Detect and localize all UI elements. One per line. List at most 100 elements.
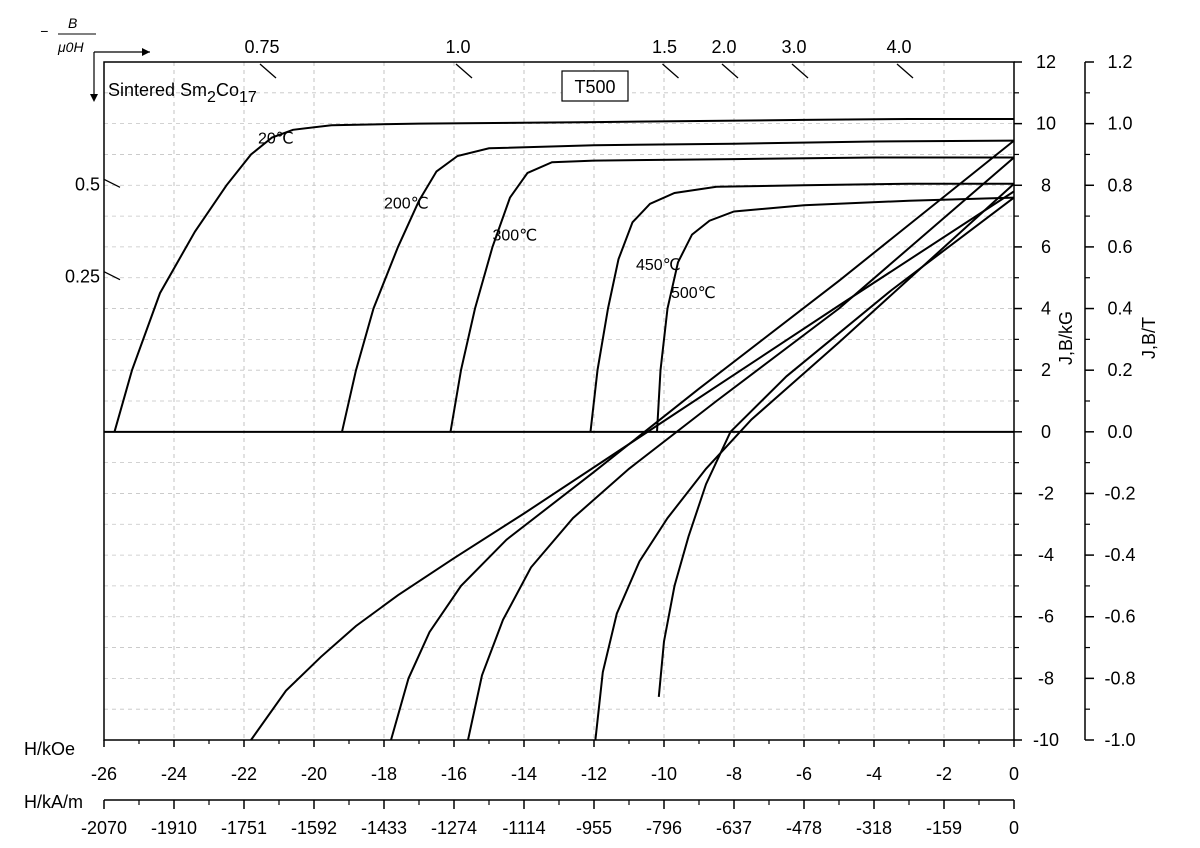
y-t-tick-label: -1.0 bbox=[1104, 730, 1135, 750]
y-kg-tick-label: -4 bbox=[1038, 545, 1054, 565]
permeance-tick-label: 1.0 bbox=[445, 37, 470, 57]
permeance-tick-label: 0.25 bbox=[65, 267, 100, 287]
curve-label: 200℃ bbox=[384, 195, 429, 212]
y-kg-tick-label: -6 bbox=[1038, 607, 1054, 627]
permeance-label-num: B bbox=[68, 15, 77, 31]
y-kg-tick-label: -10 bbox=[1033, 730, 1059, 750]
grid bbox=[104, 62, 1014, 740]
y-kg-axis-title: J,B/kG bbox=[1056, 311, 1076, 365]
x2-tick-label: 0 bbox=[1009, 818, 1019, 838]
x2-tick-label: -1751 bbox=[221, 818, 267, 838]
y-kg-tick-label: 6 bbox=[1041, 237, 1051, 257]
j-curve-4 bbox=[656, 196, 1015, 432]
x-tick-label: -8 bbox=[726, 764, 742, 784]
permeance-tick-label: 4.0 bbox=[886, 37, 911, 57]
y-t-axis-title: J,B/T bbox=[1139, 317, 1159, 359]
x2-tick-label: -1592 bbox=[291, 818, 337, 838]
x2-tick-label: -1274 bbox=[431, 818, 477, 838]
permeance-tick bbox=[791, 63, 809, 79]
y-t-tick-label: -0.4 bbox=[1104, 545, 1135, 565]
x-tick-label: -14 bbox=[511, 764, 537, 784]
permeance-tick-label: 3.0 bbox=[781, 37, 806, 57]
y-t-tick-label: 0.8 bbox=[1107, 175, 1132, 195]
x2-tick-label: -1114 bbox=[502, 818, 545, 838]
permeance-label-den: μ0H bbox=[57, 39, 84, 55]
x-tick-label: -22 bbox=[231, 764, 257, 784]
x-tick-label: -26 bbox=[91, 764, 117, 784]
x-tick-label: -10 bbox=[651, 764, 677, 784]
b-curve-4 bbox=[657, 196, 1015, 697]
permeance-tick bbox=[103, 178, 121, 188]
permeance-tick bbox=[721, 63, 739, 79]
x-tick-label: -4 bbox=[866, 764, 882, 784]
curve-label: 500℃ bbox=[671, 285, 716, 302]
curve-label: 20℃ bbox=[258, 131, 294, 148]
x-tick-label: -2 bbox=[936, 764, 952, 784]
y-kg-tick-label: 8 bbox=[1041, 175, 1051, 195]
permeance-tick bbox=[259, 63, 277, 79]
permeance-arrowhead-down bbox=[90, 94, 98, 102]
y-t-tick-label: 0.6 bbox=[1107, 237, 1132, 257]
y-kg-tick-label: -2 bbox=[1038, 483, 1054, 503]
permeance-tick bbox=[455, 63, 473, 79]
x-tick-label: -20 bbox=[301, 764, 327, 784]
x-tick-label: -12 bbox=[581, 764, 607, 784]
permeance-tick bbox=[103, 271, 121, 281]
y-t-tick-label: -0.6 bbox=[1104, 607, 1135, 627]
x-tick-label: -6 bbox=[796, 764, 812, 784]
x2-axis-title: H/kA/m bbox=[24, 792, 83, 812]
permeance-tick-label: 2.0 bbox=[711, 37, 736, 57]
permeance-tick-label: 1.5 bbox=[652, 37, 677, 57]
b-curve-2 bbox=[467, 156, 1015, 741]
permeance-sign: − bbox=[40, 23, 48, 39]
permeance-tick-label: 0.75 bbox=[244, 37, 279, 57]
y-kg-tick-label: -8 bbox=[1038, 668, 1054, 688]
y-t-tick-label: 1.0 bbox=[1107, 114, 1132, 134]
b-curve-1 bbox=[390, 139, 1015, 741]
x2-tick-label: -1910 bbox=[151, 818, 197, 838]
x-tick-label: -24 bbox=[161, 764, 187, 784]
j-curve-2 bbox=[449, 156, 1014, 432]
grade-label: T500 bbox=[574, 77, 615, 97]
y-t-tick-label: -0.2 bbox=[1104, 483, 1135, 503]
y-t-tick-label: 0.4 bbox=[1107, 299, 1132, 319]
x2-tick-label: -796 bbox=[646, 818, 682, 838]
y-t-tick-label: 0.2 bbox=[1107, 360, 1132, 380]
x2-tick-label: -637 bbox=[716, 818, 752, 838]
b-curve-0 bbox=[250, 190, 1015, 741]
permeance-tick bbox=[896, 63, 914, 79]
y-kg-tick-label: 10 bbox=[1036, 114, 1056, 134]
axes: -26 -24 -22 -20 -18 -16 -14 -12 -10 -8 -6 -4 -2 0H/kO… bbox=[24, 37, 1159, 838]
x-tick-label: -16 bbox=[441, 764, 467, 784]
material-label: Sintered Sm2Co17 bbox=[108, 80, 257, 106]
y-kg-tick-label: 12 bbox=[1036, 52, 1056, 72]
permeance-tick-label: 0.5 bbox=[75, 174, 100, 194]
permeance-tick bbox=[662, 63, 679, 79]
curves bbox=[113, 118, 1015, 741]
x2-tick-label: -1433 bbox=[361, 818, 407, 838]
y-t-tick-label: -0.8 bbox=[1104, 668, 1135, 688]
x-axis-title: H/kOe bbox=[24, 739, 75, 759]
y-kg-tick-label: 0 bbox=[1041, 422, 1051, 442]
x-tick-label: 0 bbox=[1009, 764, 1019, 784]
y-kg-tick-label: 4 bbox=[1041, 299, 1051, 319]
x2-tick-label: -478 bbox=[786, 818, 822, 838]
x-tick-label: -18 bbox=[371, 764, 397, 784]
labels: 20℃ 200℃ 300℃ 450℃ 500℃ bbox=[258, 131, 716, 302]
curve-label: 300℃ bbox=[493, 228, 538, 245]
x2-tick-label: -955 bbox=[576, 818, 612, 838]
y-kg-tick-label: 2 bbox=[1041, 360, 1051, 380]
y-t-tick-label: 1.2 bbox=[1107, 52, 1132, 72]
x2-tick-label: -2070 bbox=[81, 818, 127, 838]
permeance-arrowhead-right bbox=[142, 48, 150, 56]
j-curve-0 bbox=[113, 118, 1014, 433]
y-t-tick-label: 0.0 bbox=[1107, 422, 1132, 442]
x2-tick-label: -318 bbox=[856, 818, 892, 838]
curve-label: 450℃ bbox=[636, 257, 681, 274]
b-curve-3 bbox=[594, 182, 1015, 741]
j-curve-3 bbox=[589, 182, 1014, 432]
grade-label-box bbox=[561, 70, 629, 102]
j-curve-1 bbox=[341, 139, 1015, 433]
x2-tick-label: -159 bbox=[926, 818, 962, 838]
